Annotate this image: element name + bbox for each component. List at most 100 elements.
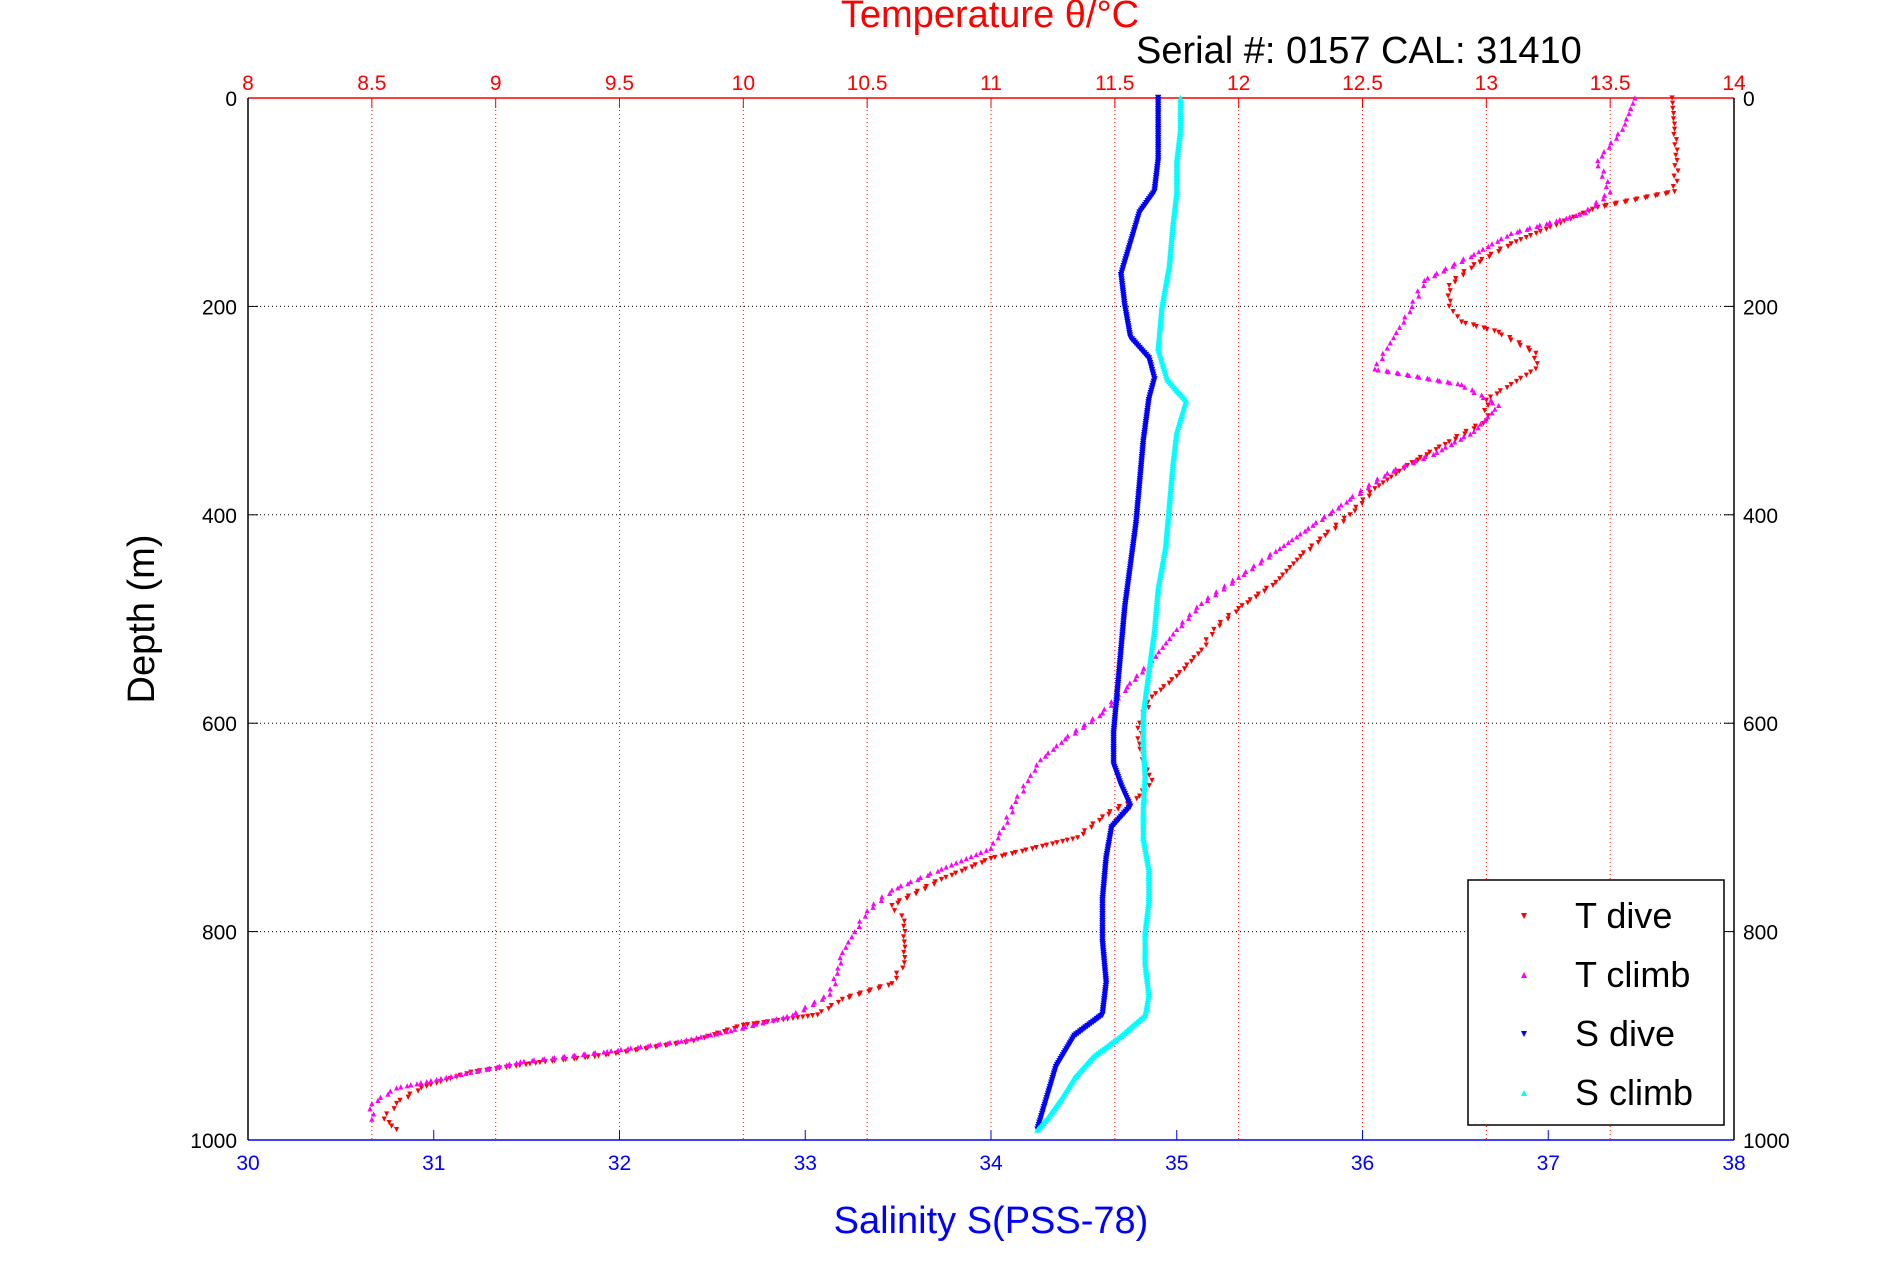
data-point	[384, 1111, 390, 1117]
x-bottom-tick-label: 33	[794, 1152, 817, 1175]
data-point	[1527, 232, 1534, 239]
data-point	[615, 1047, 621, 1053]
data-point	[1090, 821, 1096, 827]
data-point	[1462, 320, 1469, 327]
x-top-tick-label: 9.5	[605, 72, 634, 95]
data-point	[387, 1088, 393, 1094]
data-point	[1513, 239, 1519, 245]
data-point	[1290, 561, 1297, 567]
data-point	[818, 1009, 824, 1015]
legend-label: S dive	[1575, 1013, 1675, 1054]
data-point	[463, 1070, 469, 1076]
data-point	[1674, 157, 1680, 164]
data-point	[1229, 580, 1235, 586]
data-point	[1458, 436, 1464, 442]
data-point	[1039, 843, 1046, 850]
data-point	[1446, 282, 1452, 289]
legend-marker	[1521, 972, 1527, 978]
data-point	[1472, 423, 1478, 429]
data-point	[1247, 597, 1253, 603]
data-point	[1673, 152, 1679, 158]
data-point	[1341, 515, 1347, 521]
data-point	[1533, 366, 1539, 372]
data-point	[1384, 477, 1391, 483]
data-point	[1482, 408, 1488, 414]
data-point	[1108, 699, 1114, 705]
data-point	[1508, 337, 1514, 343]
data-point	[1544, 221, 1550, 227]
series-layer	[367, 94, 1681, 1133]
data-point	[889, 981, 895, 987]
data-point	[1467, 431, 1473, 437]
data-point	[1060, 838, 1066, 845]
data-point	[1416, 293, 1422, 299]
y-tick-label-right: 0	[1743, 88, 1755, 111]
data-point	[795, 1015, 801, 1021]
data-point	[927, 870, 933, 876]
data-point	[1374, 361, 1380, 367]
data-point	[901, 918, 907, 924]
data-point	[1669, 100, 1676, 106]
data-point	[978, 849, 984, 856]
data-point	[1477, 259, 1483, 265]
chart-subtitle: Serial #: 0157 CAL: 31410	[1136, 30, 1582, 72]
data-point	[1188, 658, 1195, 665]
data-point	[1088, 824, 1095, 830]
data-point	[1300, 550, 1306, 556]
data-point	[1255, 591, 1261, 597]
data-point	[793, 1009, 799, 1015]
data-point	[870, 904, 876, 910]
data-point	[1221, 586, 1227, 592]
data-point	[1027, 772, 1034, 778]
data-point	[1137, 793, 1143, 799]
data-point	[1553, 218, 1560, 224]
data-point	[1043, 842, 1050, 848]
data-point	[1585, 206, 1591, 212]
data-point	[1415, 457, 1421, 463]
data-point	[1504, 233, 1510, 239]
data-point	[1471, 426, 1477, 432]
data-point	[1607, 189, 1613, 195]
data-point	[708, 1032, 714, 1038]
data-point	[713, 1031, 720, 1037]
data-point	[448, 1073, 454, 1080]
data-point	[601, 1049, 607, 1055]
data-point	[1373, 479, 1380, 485]
data-point	[1108, 702, 1114, 708]
data-point	[839, 949, 845, 956]
data-point	[1146, 783, 1152, 789]
data-point	[902, 944, 908, 950]
data-point	[1524, 226, 1530, 232]
series-s-climb	[1034, 94, 1190, 1133]
data-point	[1135, 736, 1141, 742]
data-point	[949, 872, 955, 878]
data-point	[809, 1013, 816, 1019]
data-point	[915, 876, 921, 883]
data-point	[1489, 241, 1495, 247]
data-point	[1322, 533, 1328, 539]
x-bottom-tick-label: 32	[608, 1152, 631, 1175]
data-point	[394, 1100, 400, 1107]
data-point	[760, 1020, 766, 1026]
data-point	[1211, 626, 1217, 633]
data-point	[698, 1034, 704, 1040]
data-point	[608, 1048, 614, 1054]
data-point	[1081, 828, 1088, 834]
data-point	[1470, 322, 1477, 328]
data-point	[580, 1051, 587, 1058]
data-point	[1317, 536, 1323, 542]
x-bottom-tick-label: 34	[979, 1152, 1003, 1175]
data-point	[369, 1116, 375, 1122]
data-point	[1599, 173, 1605, 179]
data-point	[1462, 384, 1468, 390]
data-point	[398, 1084, 404, 1090]
data-point	[1468, 254, 1474, 260]
data-point	[1496, 249, 1502, 255]
x-bottom-tick-label: 35	[1165, 1152, 1188, 1175]
data-point	[938, 876, 945, 883]
data-point	[834, 970, 841, 976]
legend-box	[1467, 879, 1725, 1126]
data-point	[1391, 335, 1397, 341]
data-point	[1489, 410, 1495, 416]
data-point	[1000, 824, 1006, 830]
